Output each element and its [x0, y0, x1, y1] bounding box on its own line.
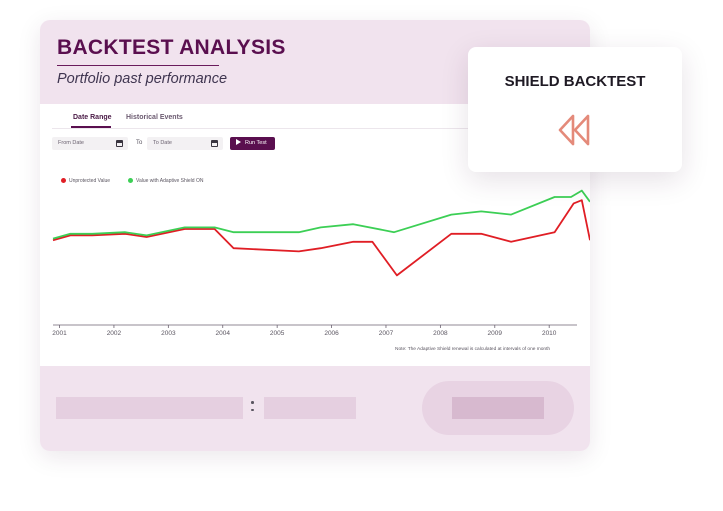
calendar-icon[interactable]	[116, 140, 123, 147]
page-subtitle: Portfolio past performance	[57, 71, 228, 87]
performance-chart: 2001 2002 2003 2004 2005 2006 2007 2008 2009 2010	[52, 189, 590, 337]
x-tick-label-7: 2008	[433, 330, 448, 337]
run-test-label: Run Test	[245, 140, 267, 146]
popup-title: SHIELD BACKTEST	[504, 73, 646, 90]
x-tick-label-9: 2010	[542, 330, 557, 337]
tab-date-range[interactable]: Date Range	[73, 114, 112, 121]
legend-unprotected: Unprotected Value	[61, 178, 110, 184]
from-date-input[interactable]: From Date	[52, 137, 128, 150]
x-axis: 2001 2002 2003 2004 2005 2006 2007 2008 2009 2010	[52, 324, 577, 337]
colon-separator	[251, 401, 254, 415]
tab-historical-events[interactable]: Historical Events	[126, 114, 183, 121]
x-tick-label-6: 2007	[379, 330, 394, 337]
placeholder-pill-label	[452, 397, 544, 419]
play-icon	[236, 138, 241, 145]
placeholder-action-pill[interactable]	[422, 381, 574, 435]
run-test-button[interactable]: Run Test	[230, 137, 275, 150]
shield-backtest-popup: SHIELD BACKTEST	[468, 47, 682, 172]
x-tick-label-5: 2006	[324, 330, 339, 337]
to-date-input[interactable]: To Date	[147, 137, 223, 150]
to-label: To	[136, 140, 143, 146]
legend-shield-label: Value with Adaptive Shield ON	[136, 178, 204, 184]
title-underline	[57, 65, 219, 66]
legend-dot-red	[61, 178, 66, 183]
x-tick-label-4: 2005	[270, 330, 285, 337]
series-line-0	[52, 199, 590, 277]
legend-shield: Value with Adaptive Shield ON	[128, 178, 203, 184]
series-layer	[52, 189, 590, 277]
calendar-icon[interactable]	[211, 140, 218, 147]
to-date-placeholder: To Date	[153, 140, 172, 146]
x-tick-label-0: 2001	[52, 330, 67, 337]
x-tick-label-3: 2004	[216, 330, 231, 337]
legend-unprotected-label: Unprotected Value	[69, 178, 111, 184]
placeholder-field-left	[56, 397, 243, 419]
legend-dot-green	[128, 178, 133, 183]
active-tab-indicator	[71, 126, 111, 128]
placeholder-field-right	[264, 397, 356, 419]
from-date-placeholder: From Date	[58, 140, 84, 146]
x-tick-label-2: 2003	[161, 330, 176, 337]
page-title: BACKTEST ANALYSIS	[57, 36, 286, 59]
x-tick-label-1: 2002	[107, 330, 122, 337]
tab-divider	[52, 128, 580, 129]
x-tick-label-8: 2009	[488, 330, 503, 337]
rewind-icon[interactable]	[557, 113, 593, 147]
chart-note: Note: The Adaptive Shield renewal is cal…	[395, 347, 551, 352]
series-line-1	[52, 189, 590, 240]
